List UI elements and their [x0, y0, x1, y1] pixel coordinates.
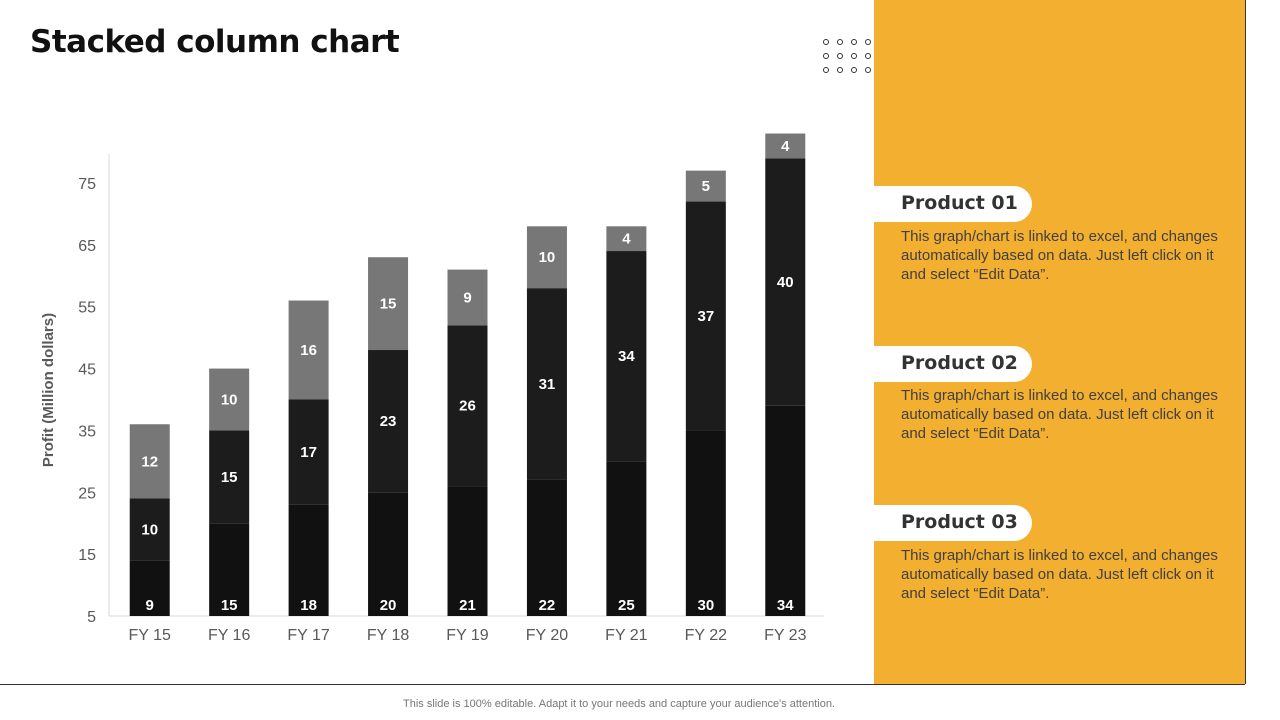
- bar-segment-fy19-s3[interactable]: [447, 269, 488, 326]
- bar-segment-fy18-s2[interactable]: [368, 350, 409, 493]
- x-tick-label: FY 20: [526, 627, 569, 644]
- product-02-description: This graph/chart is linked to excel, and…: [901, 387, 1218, 442]
- footer-note: This slide is 100% editable. Adapt it to…: [403, 698, 835, 710]
- dot-grid-decoration: [821, 37, 877, 79]
- data-label: 10: [539, 249, 556, 266]
- data-label: 9: [463, 289, 471, 306]
- bar-segment-fy16-s1[interactable]: [209, 523, 250, 616]
- bar-segment-fy23-s2[interactable]: [765, 158, 806, 406]
- data-label: 18: [300, 597, 317, 614]
- x-tick-label: FY 23: [764, 627, 807, 644]
- data-label: 10: [141, 521, 158, 538]
- data-label: 15: [380, 296, 397, 313]
- data-label: 20: [380, 597, 397, 614]
- footer-divider: [0, 684, 1245, 685]
- y-tick-label: 75: [78, 176, 96, 193]
- bar-segment-fy19-s1[interactable]: [447, 486, 488, 616]
- data-label: 4: [781, 138, 790, 155]
- bar-segment-fy23-s1[interactable]: [765, 405, 806, 616]
- data-label: 31: [539, 376, 556, 393]
- x-tick-label: FY 22: [685, 627, 728, 644]
- product-01-tag: Product 01: [874, 186, 1032, 222]
- y-tick-label: 15: [78, 547, 96, 564]
- product-01-title: Product 01: [901, 192, 1018, 214]
- slide-title: Stacked column chart: [30, 24, 400, 60]
- product-03-description: This graph/chart is linked to excel, and…: [901, 547, 1218, 602]
- data-label: 9: [146, 597, 154, 614]
- page-number: 8: [1255, 698, 1262, 710]
- product-01-description: This graph/chart is linked to excel, and…: [901, 228, 1218, 283]
- data-label: 16: [300, 342, 317, 359]
- bar-segment-fy21-s3[interactable]: [606, 226, 647, 252]
- y-tick-label: 25: [78, 485, 96, 502]
- product-03-title: Product 03: [901, 511, 1018, 533]
- x-tick-label: FY 17: [287, 627, 330, 644]
- data-label: 40: [777, 274, 794, 291]
- bar-segment-fy17-s3[interactable]: [288, 300, 329, 400]
- data-label: 34: [618, 348, 635, 365]
- bar-segment-fy22-s3[interactable]: [685, 170, 726, 202]
- bar-segment-fy15-s2[interactable]: [129, 498, 170, 561]
- data-label: 4: [622, 231, 631, 248]
- data-label: 25: [618, 597, 635, 614]
- info-panel: [874, 0, 1246, 684]
- x-tick-label: FY 18: [367, 627, 410, 644]
- x-tick-label: FY 19: [446, 627, 489, 644]
- bar-segment-fy17-s2[interactable]: [288, 399, 329, 505]
- data-label: 30: [697, 597, 714, 614]
- bar-segment-fy16-s3[interactable]: [209, 368, 250, 431]
- data-label: 26: [459, 398, 476, 415]
- x-tick-label: FY 15: [129, 627, 172, 644]
- bar-segment-fy16-s2[interactable]: [209, 430, 250, 524]
- bar-segment-fy22-s2[interactable]: [685, 201, 726, 431]
- data-label: 12: [141, 453, 158, 470]
- product-02-tag: Product 02: [874, 346, 1032, 382]
- data-label: 34: [777, 597, 794, 614]
- bar-segment-fy22-s1[interactable]: [685, 430, 726, 616]
- data-label: 21: [459, 597, 476, 614]
- bar-segment-fy18-s1[interactable]: [368, 492, 409, 616]
- y-axis-title: Profit (Million dollars): [40, 313, 57, 467]
- y-tick-label: 55: [78, 300, 96, 317]
- data-label: 10: [221, 392, 238, 409]
- bar-segment-fy23-s3[interactable]: [765, 133, 806, 159]
- bar-segment-fy17-s1[interactable]: [288, 504, 329, 616]
- y-tick-label: 5: [87, 609, 96, 626]
- bar-segment-fy15-s1[interactable]: [129, 560, 170, 616]
- bar-segment-fy21-s1[interactable]: [606, 461, 647, 616]
- y-tick-label: 45: [78, 362, 96, 379]
- bar-segment-fy18-s3[interactable]: [368, 257, 409, 351]
- product-02-title: Product 02: [901, 352, 1018, 374]
- y-tick-label: 65: [78, 238, 96, 255]
- data-label: 22: [539, 597, 556, 614]
- y-tick-label: 35: [78, 423, 96, 440]
- x-tick-label: FY 16: [208, 627, 251, 644]
- bar-segment-fy20-s1[interactable]: [526, 479, 567, 616]
- bar-segment-fy19-s2[interactable]: [447, 325, 488, 487]
- data-label: 5: [702, 178, 710, 195]
- product-03-tag: Product 03: [874, 505, 1032, 541]
- data-label: 37: [697, 308, 714, 325]
- data-label: 15: [221, 469, 238, 486]
- x-tick-label: FY 21: [605, 627, 648, 644]
- bar-segment-fy15-s3[interactable]: [129, 424, 170, 499]
- data-label: 15: [221, 597, 238, 614]
- bar-segment-fy20-s2[interactable]: [526, 288, 567, 480]
- data-label: 23: [380, 413, 397, 430]
- bar-segment-fy21-s2[interactable]: [606, 251, 647, 462]
- data-label: 17: [300, 444, 317, 461]
- bar-segment-fy20-s3[interactable]: [526, 226, 567, 289]
